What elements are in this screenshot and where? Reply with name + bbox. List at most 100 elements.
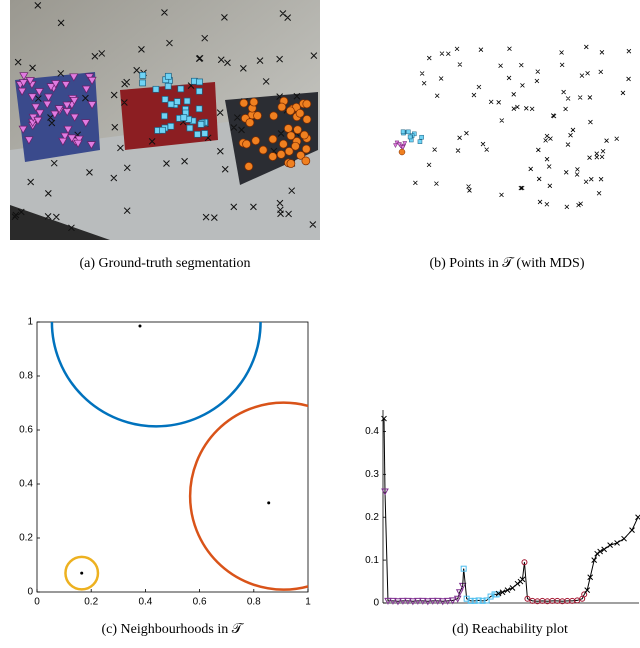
- reach-line: [463, 568, 497, 602]
- mds-cross: [413, 44, 632, 210]
- marker-x: [514, 580, 521, 587]
- photo-circle: [283, 124, 293, 133]
- photo-square: [159, 126, 166, 134]
- photo-square: [139, 79, 146, 87]
- y-tick-label: 0.4: [19, 479, 33, 490]
- photo-square: [161, 112, 168, 120]
- point: [267, 501, 271, 505]
- mds-square: [400, 129, 406, 135]
- mds-square: [419, 134, 424, 140]
- photo-circle: [242, 139, 251, 149]
- circles: [50, 322, 308, 591]
- marker-x: [591, 557, 598, 563]
- x-tick-label: 1: [305, 597, 311, 608]
- photo-circle: [295, 108, 305, 118]
- marker-x: [594, 550, 601, 557]
- marker-circle: [574, 597, 581, 604]
- marker-x: [607, 542, 613, 548]
- photo-triangle: [58, 137, 68, 146]
- mds-triangle: [402, 141, 408, 147]
- photo-circle: [300, 130, 309, 140]
- photo-triangle: [17, 87, 27, 96]
- photo-circle: [277, 102, 287, 112]
- marker-triangle: [423, 598, 432, 606]
- marker-square: [479, 597, 486, 604]
- marker-square: [471, 597, 478, 604]
- photo-circle: [286, 106, 295, 116]
- photo-triangle: [74, 135, 84, 144]
- photo-circle: [268, 134, 278, 144]
- photo-triangle: [87, 101, 97, 110]
- marker-triangle: [448, 597, 457, 605]
- photo-circle: [239, 98, 249, 108]
- photo-circle: [286, 159, 296, 168]
- y-tick-label: 1: [27, 317, 33, 328]
- marker-triangle: [443, 597, 452, 605]
- photo-triangle: [19, 72, 29, 81]
- marker-triangle: [428, 597, 437, 605]
- photo-circle: [293, 125, 302, 135]
- marker-triangle: [389, 597, 397, 605]
- photo-square: [183, 97, 191, 105]
- mds-square: [407, 134, 413, 140]
- photo-triangle: [33, 116, 43, 125]
- reach-line: [384, 491, 464, 602]
- photo: [10, 0, 320, 240]
- photo-circle: [302, 99, 312, 109]
- photo-triangle: [43, 93, 54, 102]
- photo-circle: [284, 147, 294, 156]
- photo-circle: [269, 111, 279, 121]
- y-tick-label: 0: [27, 587, 33, 598]
- marker-x: [499, 589, 506, 596]
- photo-square: [194, 130, 201, 138]
- photo-triangle: [62, 101, 72, 110]
- photo-circle: [268, 152, 278, 161]
- caption: (d) Reachability plot: [452, 622, 568, 637]
- photo-triangle: [67, 134, 77, 143]
- y-tick-label: 0: [373, 598, 379, 609]
- marker-x: [621, 535, 627, 542]
- neighbourhood: [64, 555, 100, 591]
- marker-x: [597, 548, 604, 555]
- mds-circle: [398, 148, 406, 156]
- photo-square: [167, 122, 175, 130]
- photo-square: [195, 87, 203, 95]
- y-tick-label: 0.3: [365, 469, 379, 480]
- photo-triangle: [73, 139, 83, 148]
- photo-circle: [245, 118, 255, 127]
- reach-line: [523, 562, 585, 602]
- x-tick-label: 0.2: [84, 597, 98, 608]
- photo-square: [180, 114, 188, 122]
- photo-triangle: [54, 105, 64, 114]
- photo-circle: [296, 150, 305, 160]
- marker-x: [587, 574, 594, 581]
- photo-triangle: [61, 81, 71, 90]
- photo-triangle: [81, 85, 91, 94]
- marker-x: [509, 585, 516, 591]
- point: [80, 571, 84, 575]
- photo-triangle: [63, 125, 73, 134]
- marker-triangle: [453, 595, 462, 603]
- photo-square: [161, 96, 169, 103]
- marker-square: [460, 565, 467, 572]
- photo-triangle: [18, 125, 28, 134]
- y-tick-label: 0.4: [365, 426, 379, 437]
- photo-triangle: [46, 83, 56, 92]
- marker-triangle: [433, 597, 442, 605]
- marker-triangle: [409, 598, 417, 606]
- mds-square: [406, 129, 411, 135]
- axes-box: [36, 321, 309, 593]
- marker-x: [629, 527, 635, 533]
- marker-square: [483, 597, 490, 604]
- mds-triangle: [397, 142, 402, 148]
- photo-square: [195, 105, 203, 113]
- connector: [383, 418, 386, 492]
- photo-circle: [286, 131, 296, 141]
- y-tick-label: 0.1: [365, 555, 379, 566]
- marker-square: [475, 597, 482, 604]
- photo-square: [173, 98, 181, 105]
- photo-square: [164, 72, 172, 80]
- marker-triangle: [394, 598, 402, 606]
- photo-triangle: [69, 97, 79, 106]
